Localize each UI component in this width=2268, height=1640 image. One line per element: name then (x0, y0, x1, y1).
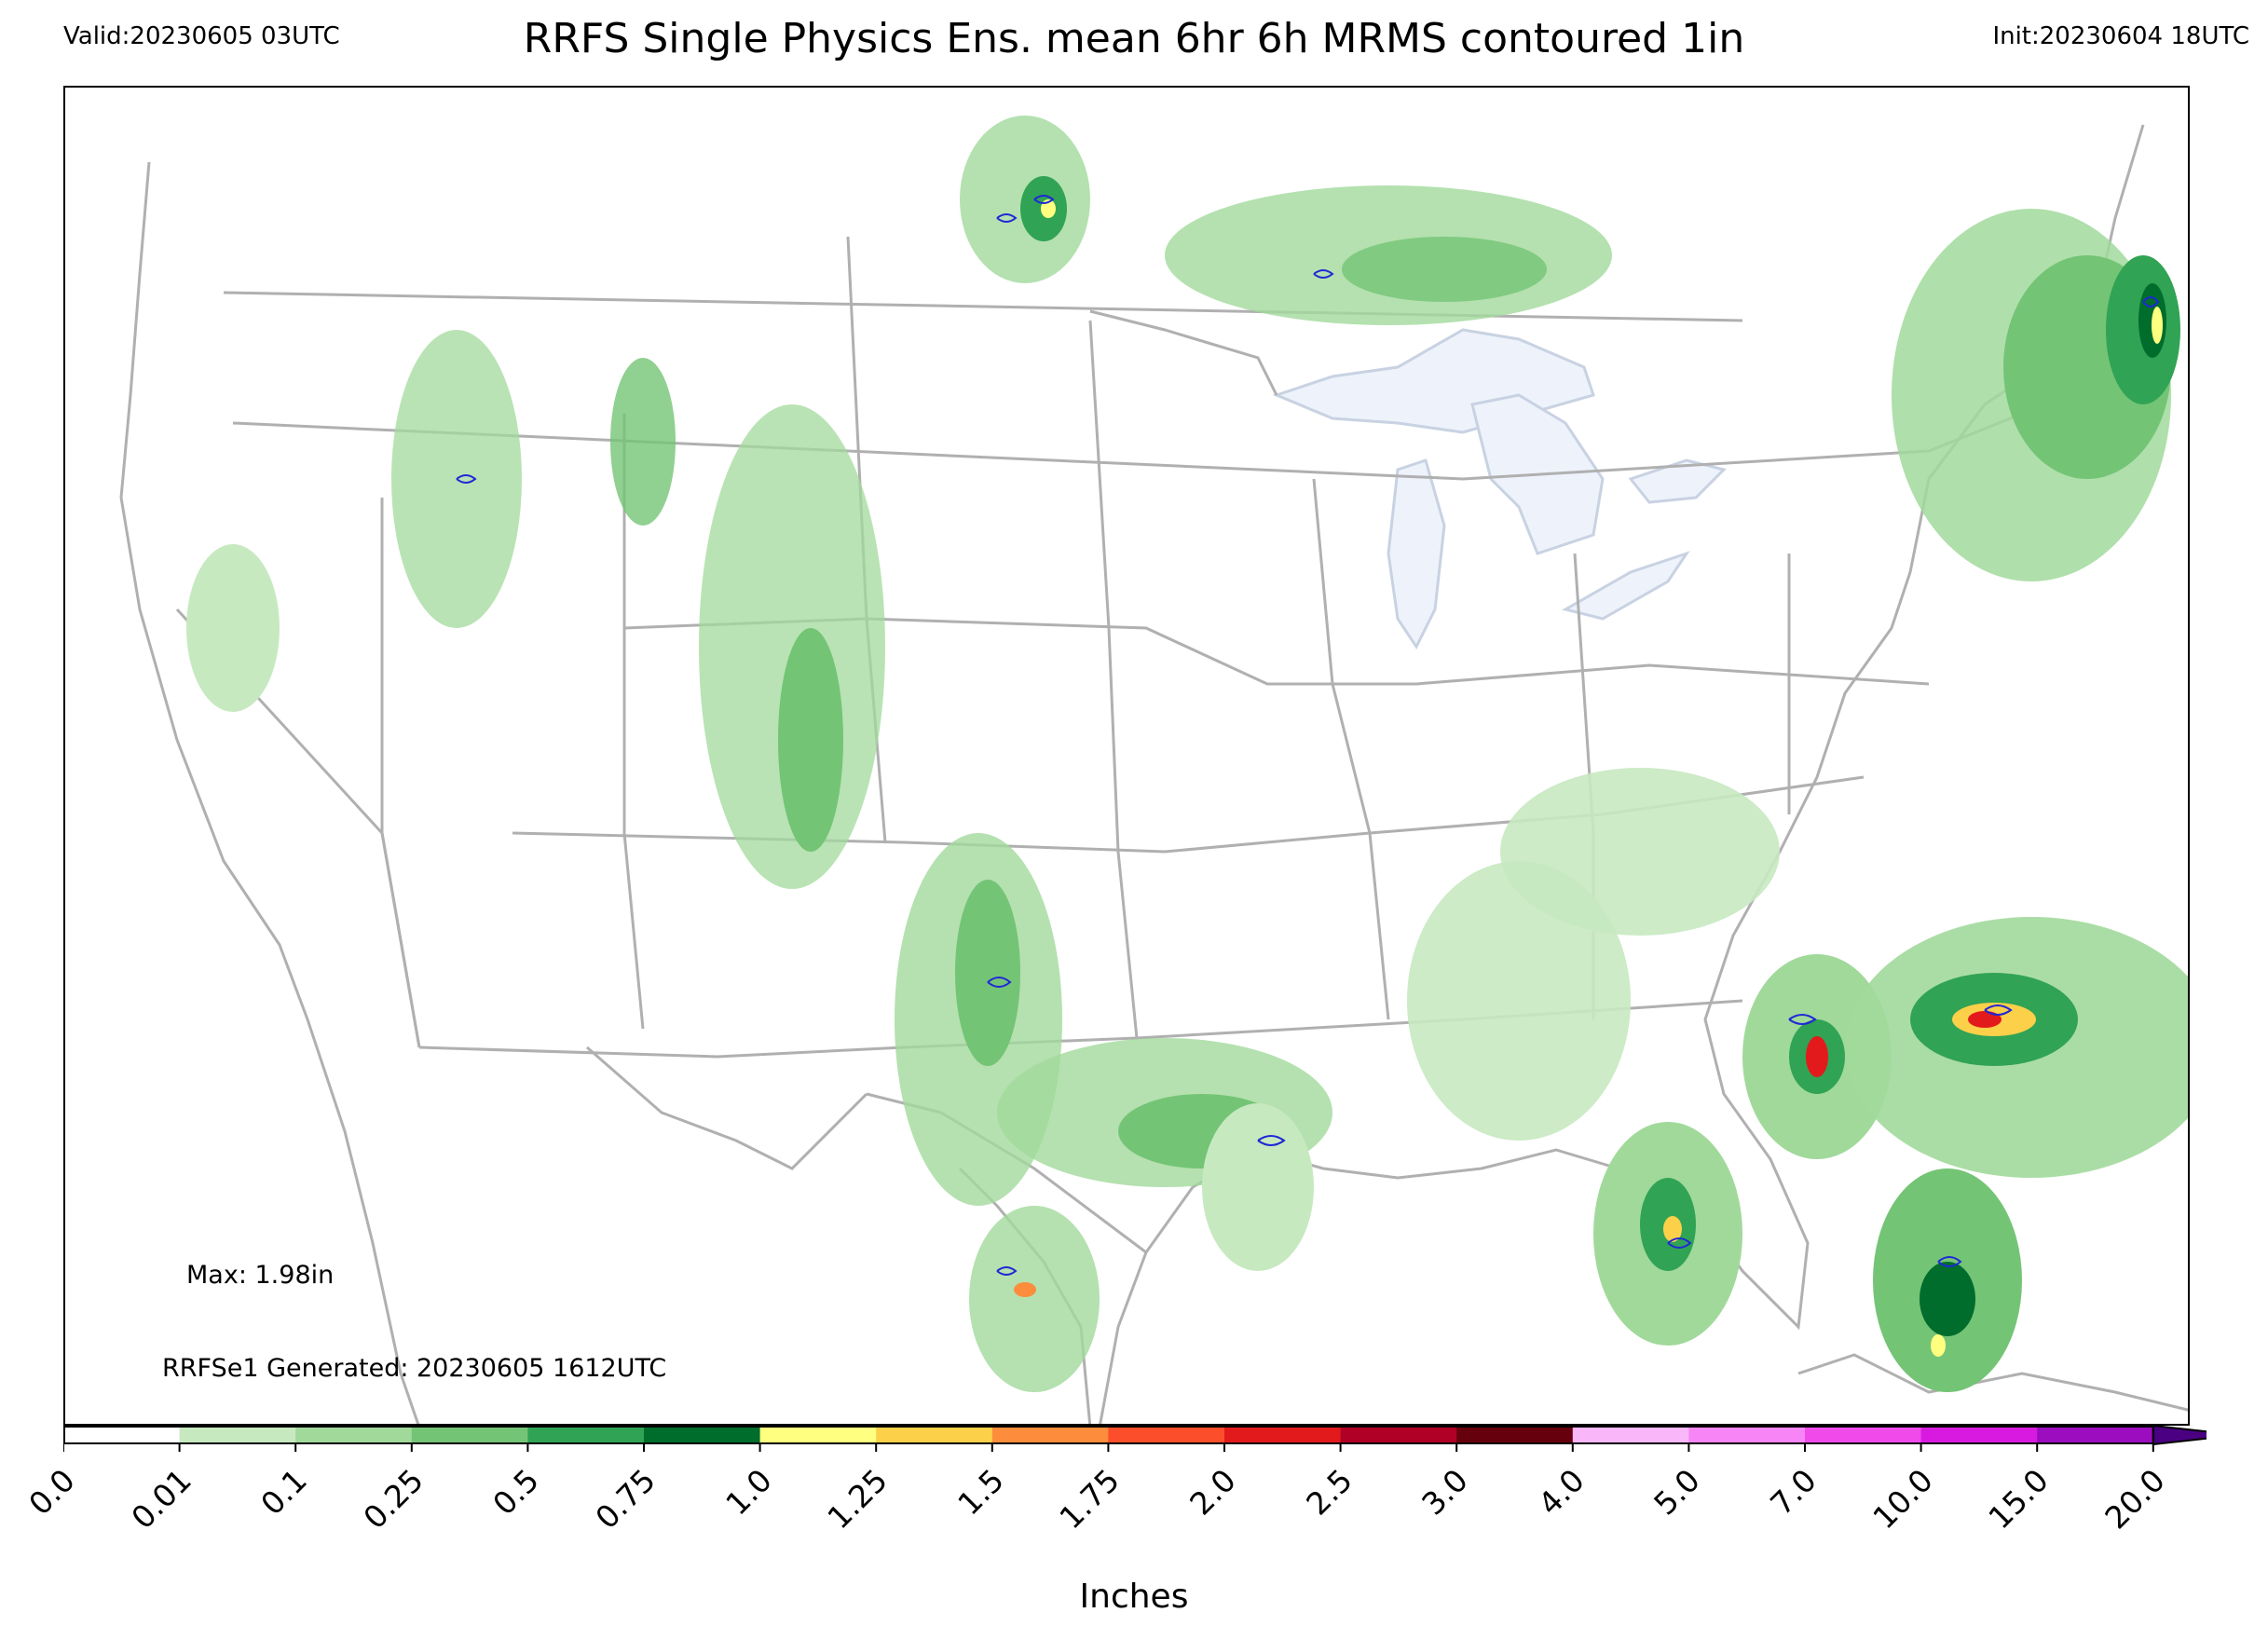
valid-time-label: Valid:20230605 03UTC (63, 22, 340, 50)
colorbar-tick-label: 1.25 (820, 1461, 895, 1537)
colorbar-tick-label: 4.0 (1531, 1461, 1592, 1523)
colorbar-tick-label: 2.5 (1298, 1461, 1359, 1523)
max-value-label: Max: 1.98in (186, 1261, 335, 1290)
great-lakes (1272, 328, 1727, 649)
colorbar-segment (411, 1426, 528, 1444)
precipitation-map: Max: 1.98in RRFSe1 Generated: 20230605 1… (63, 86, 2190, 1426)
colorbar-segment (644, 1426, 761, 1444)
colorbar-segment (1456, 1426, 1574, 1444)
colorbar-tick-label: 0.25 (356, 1461, 430, 1537)
colorbar-segment (876, 1426, 993, 1444)
colorbar-extend-arrow (2152, 1426, 2207, 1446)
init-time-label: Init:20230604 18UTC (1992, 22, 2249, 50)
colorbar-segment (2037, 1426, 2154, 1444)
colorbar-tick-label: 1.0 (717, 1461, 779, 1523)
colorbar-tick-label: 15.0 (1981, 1461, 2056, 1537)
colorbar-segment (1805, 1426, 1922, 1444)
colorbar-tick-label: 0.1 (253, 1461, 315, 1523)
colorbar-tick-label: 2.0 (1182, 1461, 1243, 1523)
colorbar-segment (1920, 1426, 2038, 1444)
colorbar-segment (1572, 1426, 1689, 1444)
colorbar-tick-label: 0.75 (588, 1461, 663, 1537)
colorbar-tick-label: 5.0 (1646, 1461, 1708, 1523)
colorbar-segment (1688, 1426, 1806, 1444)
colorbar-segment (759, 1426, 877, 1444)
map-title: RRFS Single Physics Ens. mean 6hr 6h MRM… (523, 15, 1745, 62)
colorbar-tick-label: 0.01 (123, 1461, 198, 1537)
precipitation-field (186, 116, 2188, 1392)
colorbar-tick-label: 10.0 (1865, 1461, 1940, 1537)
colorbar-tick-label: 3.0 (1414, 1461, 1476, 1523)
colorbar-tick-label: 20.0 (2097, 1461, 2172, 1537)
colorbar-segment (527, 1426, 645, 1444)
colorbar-label: Inches (1079, 1578, 1189, 1616)
colorbar-tick-label: 7.0 (1763, 1461, 1824, 1523)
colorbar-segment (1224, 1426, 1342, 1444)
colorbar-tick-label: 1.75 (1052, 1461, 1127, 1537)
colorbar-tick-label: 1.5 (950, 1461, 1011, 1523)
colorbar-segment (295, 1426, 413, 1444)
colorbar-outline (63, 1426, 2154, 1444)
geographic-borders (119, 124, 2188, 1424)
colorbar-tick-label: 0.5 (485, 1461, 547, 1523)
colorbar (63, 1426, 2207, 1452)
colorbar-tick-label: 0.0 (21, 1461, 82, 1523)
colorbar-segment (991, 1426, 1109, 1444)
generated-label: RRFSe1 Generated: 20230605 1612UTC (162, 1354, 667, 1383)
colorbar-segment (1108, 1426, 1225, 1444)
colorbar-segment (179, 1426, 296, 1444)
map-canvas (119, 116, 2188, 1424)
colorbar-segment (63, 1426, 181, 1444)
colorbar-segment (1340, 1426, 1457, 1444)
mrms-contours (456, 195, 2160, 1276)
